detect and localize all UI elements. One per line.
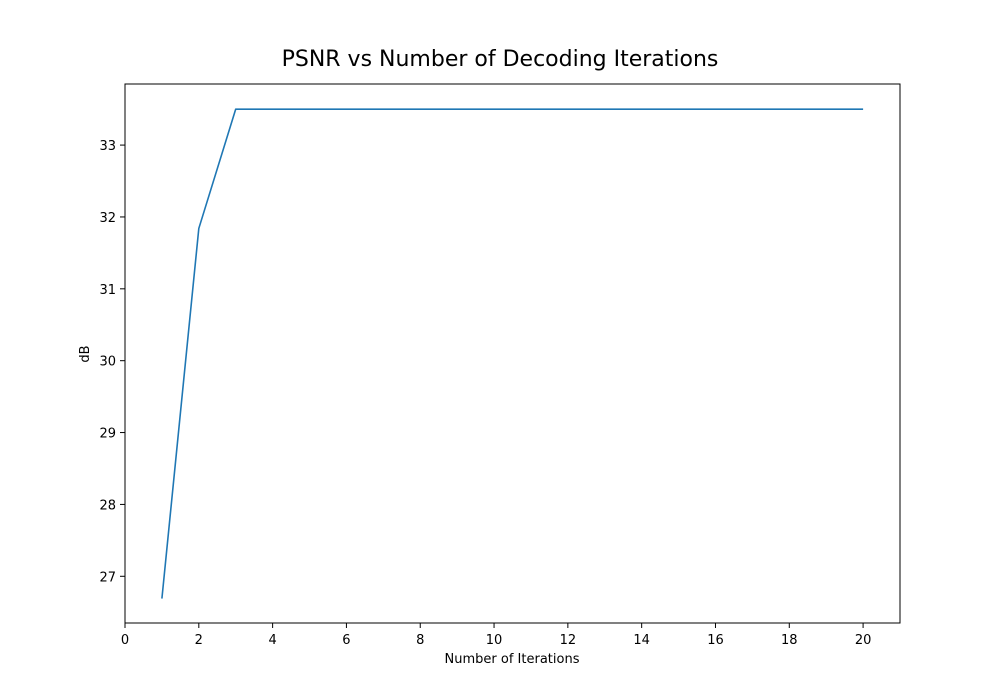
x-tick-label: 10 (486, 633, 503, 648)
y-tick-label: 30 (99, 355, 116, 370)
x-tick-label: 16 (707, 633, 724, 648)
x-axis: 0 2 4 6 8 10 12 14 16 18 20 (121, 623, 872, 648)
y-tick-label: 27 (99, 570, 116, 585)
x-tick-label: 4 (268, 633, 276, 648)
x-axis-label: Number of Iterations (445, 652, 580, 667)
x-tick-label: 18 (781, 633, 798, 648)
x-tick-label: 0 (121, 633, 129, 648)
x-tick-label: 2 (195, 633, 203, 648)
y-tick-label: 32 (99, 211, 116, 226)
y-axis-label: dB (78, 345, 93, 362)
y-tick-label: 28 (99, 498, 116, 513)
y-tick-label: 29 (99, 427, 116, 442)
x-tick-label: 20 (855, 633, 872, 648)
x-tick-label: 6 (342, 633, 350, 648)
series-line-0 (161, 108, 864, 599)
x-tick-label: 12 (560, 633, 577, 648)
x-tick-label: 8 (416, 633, 424, 648)
chart-title: PSNR vs Number of Decoding Iterations (282, 47, 719, 72)
series-layer (161, 108, 864, 599)
y-tick-label: 31 (99, 283, 116, 298)
plot-area (124, 83, 901, 624)
y-tick-label: 33 (99, 139, 116, 154)
y-axis: 27 28 29 30 31 32 33 (99, 139, 125, 585)
x-tick-label: 14 (633, 633, 650, 648)
